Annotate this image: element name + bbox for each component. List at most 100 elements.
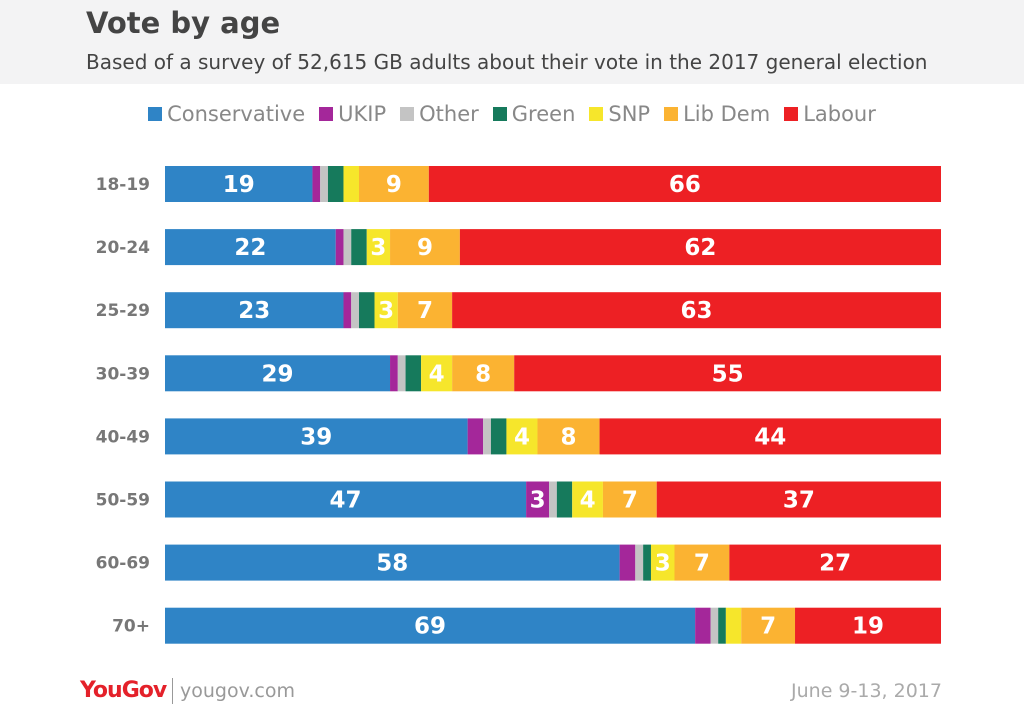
- bar-segment-ukip: [312, 166, 321, 202]
- bar-segment-ukip: [526, 481, 550, 518]
- bar-segment-conservative: [165, 292, 344, 329]
- bar-segment-labour: [729, 544, 941, 581]
- bar-segment-other: [351, 292, 359, 329]
- legend-swatch: [664, 107, 679, 121]
- data-label: 7: [622, 488, 638, 514]
- bar-segment-labour: [795, 607, 941, 644]
- header-band: Vote by age Based of a survey of 52,615 …: [0, 0, 1024, 84]
- category-label: 60-69: [96, 554, 150, 574]
- bar-segment-labour: [452, 292, 941, 329]
- legend-swatch: [784, 107, 799, 121]
- bar-segment-lib-dem: [390, 229, 460, 266]
- bar-segment-labour: [514, 355, 941, 392]
- bar-segment-other: [397, 355, 406, 392]
- bar-segment-snp: [421, 355, 453, 392]
- bar-segment-other: [483, 418, 491, 455]
- category-label: 25-29: [96, 301, 150, 321]
- bar-segment-green: [327, 166, 344, 202]
- bar-segment-lib-dem: [359, 166, 429, 202]
- bar-segment-labour: [656, 481, 941, 518]
- legend-label: Conservative: [167, 102, 306, 126]
- bar-segment-green: [490, 418, 507, 455]
- legend-item-other: Other: [400, 102, 479, 126]
- data-label: 7: [760, 614, 776, 640]
- bar-segment-snp: [343, 166, 359, 202]
- bar-segment-conservative: [165, 418, 468, 455]
- bar-segment-other: [710, 607, 719, 644]
- data-label: 23: [238, 298, 270, 324]
- data-label: 22: [234, 235, 266, 261]
- bar-segment-labour: [459, 229, 941, 266]
- category-label: 18-19: [96, 175, 150, 195]
- bar-segment-other: [320, 166, 328, 202]
- data-label: 3: [530, 488, 546, 514]
- data-label: 8: [475, 361, 491, 387]
- bar-segment-snp: [366, 229, 391, 266]
- footer-date: June 9-13, 2017: [791, 680, 942, 702]
- data-label: 19: [223, 172, 255, 198]
- data-label: 63: [681, 298, 713, 324]
- legend-label: Green: [511, 102, 576, 126]
- bar-segment-green: [359, 292, 375, 329]
- bar-segment-lib-dem: [674, 544, 730, 581]
- bar-segment-lib-dem: [741, 607, 796, 644]
- data-label: 4: [514, 424, 530, 450]
- legend-item-labour: Labour: [784, 102, 876, 126]
- bar-segment-snp: [506, 418, 538, 455]
- data-label: 3: [378, 298, 394, 324]
- bar-segment-ukip: [695, 607, 711, 644]
- data-label: 27: [819, 551, 851, 577]
- data-label: 66: [669, 172, 701, 198]
- data-label: 39: [300, 424, 332, 450]
- bar-segment-other: [343, 229, 352, 266]
- bar-segment-ukip: [390, 355, 398, 392]
- bar-segment-snp: [725, 607, 742, 644]
- legend-label: UKIP: [338, 102, 387, 126]
- legend-item-conservative: Conservative: [148, 102, 305, 126]
- data-label: 47: [330, 488, 362, 514]
- data-label: 9: [417, 235, 433, 261]
- bar-segment-green: [718, 607, 726, 644]
- bar-segment-labour: [428, 166, 942, 202]
- bar-segment-conservative: [165, 229, 336, 266]
- bar-segment-ukip: [619, 544, 636, 581]
- footer-divider: [172, 678, 173, 704]
- legend-label: SNP: [608, 102, 651, 126]
- data-label: 4: [580, 488, 596, 514]
- category-label: 20-24: [96, 238, 151, 258]
- bar-segment-conservative: [165, 481, 527, 518]
- category-label: 50-59: [96, 491, 150, 511]
- bar-segment-ukip: [343, 292, 352, 329]
- bar-segment-conservative: [165, 355, 391, 392]
- footer-url: yougov.com: [180, 680, 295, 702]
- bar-segment-labour: [599, 418, 941, 455]
- legend-swatch: [589, 107, 604, 121]
- legend-swatch: [148, 107, 163, 121]
- data-label: 3: [370, 235, 386, 261]
- bar-segment-ukip: [467, 418, 484, 455]
- data-label: 29: [262, 361, 294, 387]
- bar-segment-snp: [650, 544, 675, 581]
- bar-segment-green: [643, 544, 651, 581]
- bar-segment-lib-dem: [397, 292, 453, 329]
- bar-segment-lib-dem: [452, 355, 515, 392]
- bar-segment-snp: [572, 481, 603, 518]
- legend-item-green: Green: [492, 102, 576, 126]
- category-label: 70+: [112, 617, 150, 637]
- legend-item-lib-dem: Lib Dem: [664, 102, 770, 126]
- data-label: 44: [754, 424, 786, 450]
- legend: Conservative UKIP Other Green SNP Lib Dem Labo…: [0, 102, 1024, 126]
- bar-segment-snp: [374, 292, 398, 329]
- data-label: 58: [376, 551, 408, 577]
- bar-segment-other: [635, 544, 644, 581]
- chart-subtitle: Based of a survey of 52,615 GB adults ab…: [86, 50, 928, 74]
- bar-segment-lib-dem: [537, 418, 600, 455]
- bar-segment-green: [351, 229, 367, 266]
- bar-segment-conservative: [165, 607, 696, 644]
- data-label: 3: [655, 551, 671, 577]
- data-label: 19: [852, 614, 884, 640]
- chart-title: Vote by age: [86, 6, 281, 40]
- legend-label: Lib Dem: [683, 102, 771, 126]
- data-label: 55: [712, 361, 744, 387]
